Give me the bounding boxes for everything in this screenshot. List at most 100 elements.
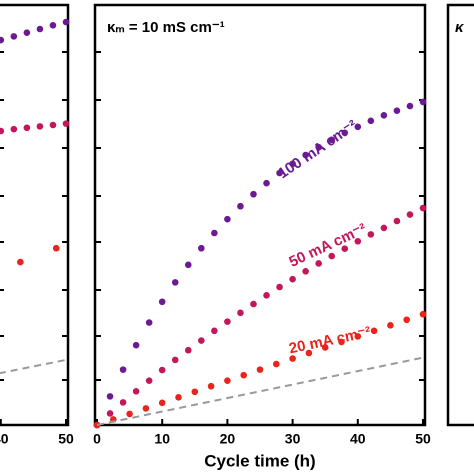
data-point bbox=[354, 238, 362, 245]
x-tick-label: 20 bbox=[220, 431, 236, 447]
data-point bbox=[184, 346, 192, 354]
data-point bbox=[289, 160, 296, 168]
data-point bbox=[158, 399, 166, 407]
data-point bbox=[0, 127, 5, 135]
data-point bbox=[207, 382, 215, 390]
x-tick-label: 50 bbox=[415, 431, 431, 447]
data-point bbox=[191, 388, 199, 396]
data-point bbox=[367, 231, 375, 238]
data-point bbox=[263, 292, 270, 299]
data-point bbox=[341, 245, 349, 252]
x-tick-label: 10 bbox=[154, 431, 170, 447]
data-point bbox=[419, 310, 427, 318]
data-point bbox=[380, 224, 388, 232]
data-point bbox=[315, 260, 322, 267]
data-point bbox=[36, 25, 44, 33]
data-point bbox=[354, 333, 362, 340]
data-point bbox=[211, 229, 218, 237]
data-point bbox=[10, 33, 18, 40]
reference-line bbox=[96, 356, 424, 426]
data-point bbox=[224, 318, 231, 325]
data-point bbox=[276, 169, 283, 177]
data-point bbox=[171, 356, 179, 364]
series-label: 20 mA cm⁻² bbox=[287, 324, 372, 358]
x-axis-label: Cycle time (h) bbox=[204, 451, 315, 470]
data-point bbox=[403, 316, 411, 324]
data-point bbox=[321, 344, 329, 351]
data-point bbox=[328, 136, 336, 144]
data-point bbox=[198, 337, 205, 344]
data-point bbox=[145, 377, 153, 384]
data-point bbox=[0, 36, 5, 44]
x-tick-label: 30 bbox=[285, 431, 301, 447]
data-point bbox=[106, 410, 114, 417]
data-point bbox=[338, 338, 345, 346]
data-point bbox=[302, 268, 309, 275]
data-point bbox=[289, 275, 296, 283]
data-point bbox=[36, 123, 44, 130]
data-point bbox=[406, 102, 414, 110]
data-point bbox=[52, 244, 60, 252]
data-point bbox=[198, 244, 205, 252]
data-point bbox=[240, 371, 247, 379]
data-point bbox=[387, 322, 394, 329]
data-point bbox=[419, 98, 427, 106]
data-point bbox=[49, 121, 57, 129]
data-point bbox=[145, 319, 153, 326]
data-point bbox=[289, 355, 296, 362]
data-point bbox=[250, 300, 257, 308]
data-point bbox=[419, 204, 427, 212]
data-point bbox=[132, 388, 140, 395]
data-point bbox=[10, 125, 18, 133]
data-point bbox=[171, 279, 179, 286]
data-point bbox=[126, 410, 133, 418]
data-point bbox=[305, 349, 313, 357]
data-point bbox=[256, 366, 264, 373]
plot-frame bbox=[0, 3, 70, 427]
data-point bbox=[17, 258, 24, 266]
data-point bbox=[341, 129, 349, 137]
series-label: 50 mA cm⁻² bbox=[286, 220, 369, 271]
data-point bbox=[328, 252, 336, 260]
right-panel-frame bbox=[446, 3, 474, 427]
data-point bbox=[315, 143, 322, 151]
data-point bbox=[393, 107, 401, 114]
data-point bbox=[142, 405, 150, 412]
data-point bbox=[354, 123, 362, 131]
data-point bbox=[237, 202, 244, 210]
data-point bbox=[263, 179, 270, 187]
data-point bbox=[184, 261, 192, 269]
x-tick-label: 0 bbox=[93, 431, 101, 447]
data-point bbox=[224, 215, 231, 223]
data-point bbox=[224, 377, 231, 384]
x-tick-label: 40 bbox=[350, 431, 366, 447]
data-point bbox=[23, 124, 31, 132]
data-point bbox=[370, 327, 378, 335]
panel-annotation: κₘ = 10 mS cm⁻¹ bbox=[107, 19, 225, 36]
data-point bbox=[250, 190, 257, 198]
data-point bbox=[211, 327, 218, 335]
data-point bbox=[62, 120, 70, 127]
data-point bbox=[119, 399, 127, 406]
data-point bbox=[158, 366, 166, 374]
data-point bbox=[276, 283, 283, 291]
series-label: 100 mA cm⁻² bbox=[275, 117, 360, 182]
data-point bbox=[158, 298, 166, 306]
data-point bbox=[23, 29, 31, 36]
data-point bbox=[367, 117, 375, 125]
right-panel-annotation: κ bbox=[455, 19, 465, 36]
data-point bbox=[106, 393, 114, 400]
x-tick-label: 40 bbox=[0, 431, 9, 447]
data-point bbox=[62, 18, 70, 26]
data-point bbox=[380, 112, 388, 119]
data-point bbox=[406, 211, 414, 218]
data-point bbox=[302, 151, 309, 159]
reference-line bbox=[0, 358, 67, 375]
plot-frame bbox=[93, 3, 427, 427]
x-tick-label: 50 bbox=[58, 431, 74, 447]
data-point bbox=[132, 341, 140, 349]
data-point bbox=[393, 217, 401, 225]
data-point bbox=[273, 360, 280, 368]
data-point bbox=[49, 22, 57, 29]
